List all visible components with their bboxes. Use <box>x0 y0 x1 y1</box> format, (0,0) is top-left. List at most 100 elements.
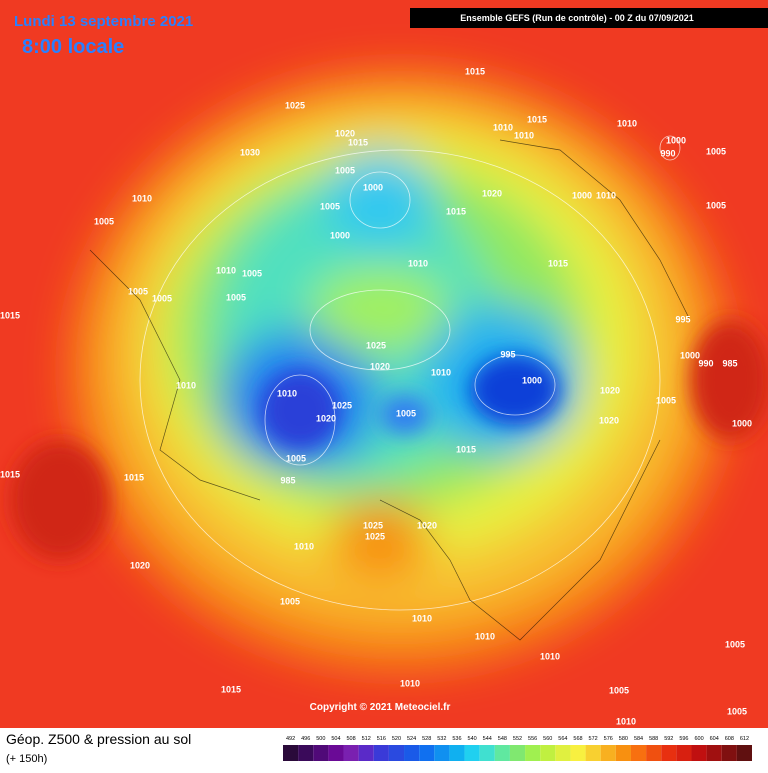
pressure-label: 1000 <box>680 350 700 360</box>
colorbar-label: 564 <box>558 736 567 742</box>
geopotential-field <box>70 70 730 670</box>
pressure-label: 1005 <box>280 596 300 606</box>
run-bar <box>410 8 768 28</box>
colorbar-label: 512 <box>362 736 371 742</box>
colorbar-label: 504 <box>331 736 340 742</box>
colorbar-label: 516 <box>377 736 386 742</box>
pressure-label: 1020 <box>417 520 437 530</box>
pressure-label: 1010 <box>132 193 152 203</box>
pressure-label: 1010 <box>616 716 636 726</box>
pressure-label: 1010 <box>431 367 451 377</box>
pressure-label: 1010 <box>412 613 432 623</box>
colorbar-cell <box>646 745 662 761</box>
colorbar-cell <box>449 745 465 761</box>
pressure-label: 1015 <box>527 114 547 124</box>
colorbar-label: 520 <box>392 736 401 742</box>
pressure-label: 995 <box>675 314 690 324</box>
colorbar-cell <box>555 745 571 761</box>
pressure-label: 1025 <box>363 520 383 530</box>
colorbar-cell <box>540 745 556 761</box>
pressure-label: 1005 <box>320 201 340 211</box>
colorbar-cell <box>283 745 299 761</box>
pressure-label: 1005 <box>286 453 306 463</box>
pressure-label: 1010 <box>540 651 560 661</box>
pressure-label: 1010 <box>176 380 196 390</box>
date: Lundi 13 septembre 2021 <box>14 13 193 30</box>
colorbar-label: 532 <box>437 736 446 742</box>
colorbar-cell <box>676 745 692 761</box>
pressure-label: 1010 <box>475 631 495 641</box>
colorbar-label: 612 <box>740 736 749 742</box>
colorbar-cell <box>313 745 329 761</box>
colorbar-cell <box>479 745 495 761</box>
colorbar-label: 500 <box>316 736 325 742</box>
pressure-label: 1015 <box>221 684 241 694</box>
pressure-label: 1005 <box>335 165 355 175</box>
colorbar-cell <box>736 745 752 761</box>
pressure-label: 1020 <box>335 128 355 138</box>
colorbar-cell <box>298 745 314 761</box>
colorbar-label: 608 <box>725 736 734 742</box>
pressure-label: 1010 <box>400 678 420 688</box>
run-info: Ensemble GEFS (Run de contrôle) - 00 Z d… <box>460 13 694 23</box>
colorbar-label: 584 <box>634 736 643 742</box>
pressure-label: 1015 <box>548 258 568 268</box>
colorbar-label: 508 <box>346 736 355 742</box>
pressure-label: 1005 <box>152 293 172 303</box>
pressure-label: 990 <box>698 358 713 368</box>
copyright: Copyright © 2021 Meteociel.fr <box>310 702 451 713</box>
colorbar-label: 600 <box>694 736 703 742</box>
colorbar-cell <box>358 745 374 761</box>
pressure-label: 1005 <box>226 292 246 302</box>
colorbar-cell <box>706 745 722 761</box>
colorbar-cell <box>525 745 541 761</box>
pressure-label: 1005 <box>725 639 745 649</box>
pressure-label: 1005 <box>94 216 114 226</box>
pressure-label: 1010 <box>493 122 513 132</box>
pressure-label: 1015 <box>456 444 476 454</box>
colorbar-label: 544 <box>483 736 492 742</box>
pressure-label: 985 <box>722 358 737 368</box>
colorbar-cell <box>343 745 359 761</box>
colorbar-cell <box>373 745 389 761</box>
pressure-label: 1010 <box>514 130 534 140</box>
colorbar-label: 496 <box>301 736 310 742</box>
colorbar-label: 548 <box>498 736 507 742</box>
colorbar-cell <box>464 745 480 761</box>
colorbar-cell <box>570 745 586 761</box>
colorbar-label: 572 <box>589 736 598 742</box>
pressure-label: 1015 <box>465 66 485 76</box>
pressure-label: 1015 <box>0 310 20 320</box>
pressure-label: 1025 <box>285 100 305 110</box>
colorbar-label: 552 <box>513 736 522 742</box>
colorbar-cell <box>721 745 737 761</box>
coastlines <box>89 139 691 641</box>
colorbar-cell <box>509 745 526 761</box>
colorbar-label: 596 <box>679 736 688 742</box>
colorbar-label: 524 <box>407 736 416 742</box>
pressure-label: 1000 <box>732 418 752 428</box>
pressure-label: 990 <box>660 148 675 158</box>
pressure-label: 1015 <box>348 137 368 147</box>
colorbar-cell <box>494 745 510 761</box>
colorbar-label: 560 <box>543 736 552 742</box>
pressure-label: 1000 <box>330 230 350 240</box>
pressure-label: 1005 <box>128 286 148 296</box>
colorbar-cell <box>585 745 601 761</box>
isobars <box>139 135 681 611</box>
colorbar-label: 580 <box>619 736 628 742</box>
pressure-label: 1005 <box>727 706 747 716</box>
lead-time: (+ 150h) <box>6 753 47 765</box>
pressure-label: 1020 <box>316 413 336 423</box>
pressure-label: 1020 <box>482 188 502 198</box>
colorbar-cell <box>661 745 677 761</box>
pressure-label: 1000 <box>572 190 592 200</box>
colorbar-cell <box>388 745 405 761</box>
time: 8:00 locale <box>22 36 124 58</box>
pressure-label: 1015 <box>0 469 20 479</box>
pressure-label: 1010 <box>216 265 236 275</box>
pressure-label: 1010 <box>294 541 314 551</box>
colorbar-label: 568 <box>573 736 582 742</box>
colorbar-cell <box>434 745 450 761</box>
